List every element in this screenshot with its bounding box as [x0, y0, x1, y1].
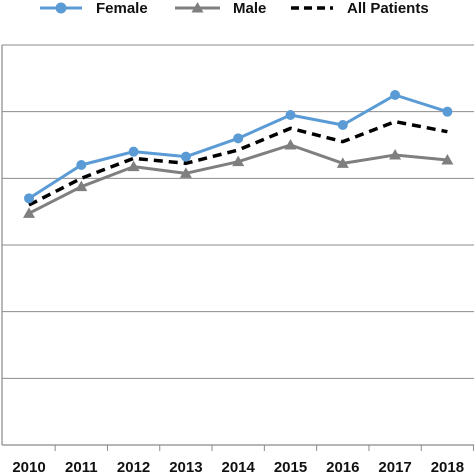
legend-label: Male	[233, 0, 266, 17]
series-male	[23, 139, 454, 218]
x-tick-label: 2012	[117, 459, 150, 474]
gridlines	[2, 44, 474, 379]
legend-item: All Patients	[291, 0, 429, 17]
data-point	[179, 167, 192, 178]
data-point	[24, 193, 34, 204]
x-tick-label: 2018	[431, 459, 464, 474]
data-point	[128, 146, 139, 157]
data-point	[285, 110, 296, 120]
data-point	[233, 133, 244, 144]
data-point	[390, 90, 401, 100]
data-point	[232, 155, 245, 167]
data-point	[127, 160, 140, 172]
legend-item: Male	[175, 0, 266, 17]
legend-label: Female	[96, 0, 148, 17]
x-tick-label: 2014	[222, 459, 256, 474]
data-point	[76, 160, 87, 170]
data-point	[336, 157, 349, 168]
data-point	[337, 120, 348, 130]
data-point	[442, 106, 453, 117]
x-tick-label: 2015	[274, 459, 307, 474]
x-tick-label: 2010	[12, 459, 45, 474]
x-tick-label: 2011	[65, 459, 98, 474]
x-tick-label: 2013	[169, 459, 202, 474]
series-female	[24, 90, 453, 204]
data-point	[284, 139, 297, 150]
series-line	[28, 119, 448, 207]
data-point	[180, 151, 191, 162]
data-point	[389, 149, 402, 160]
legend-marker	[191, 2, 204, 13]
x-tick-label: 2016	[326, 459, 359, 474]
series-layer	[23, 90, 454, 218]
legend: Female Male All Patients	[40, 0, 429, 17]
series-all-patients	[28, 119, 448, 207]
legend-item: Female	[40, 0, 148, 17]
x-axis-ticks: 2010 2011 2012 2013 2014 2015 2016 2017 2018	[12, 445, 474, 474]
data-point	[441, 154, 454, 165]
x-tick-label: 2017	[378, 459, 411, 474]
legend-label: All Patients	[347, 0, 429, 17]
data-point	[23, 207, 35, 218]
legend-marker	[55, 2, 67, 14]
series-line	[28, 143, 448, 215]
data-point	[75, 180, 88, 192]
